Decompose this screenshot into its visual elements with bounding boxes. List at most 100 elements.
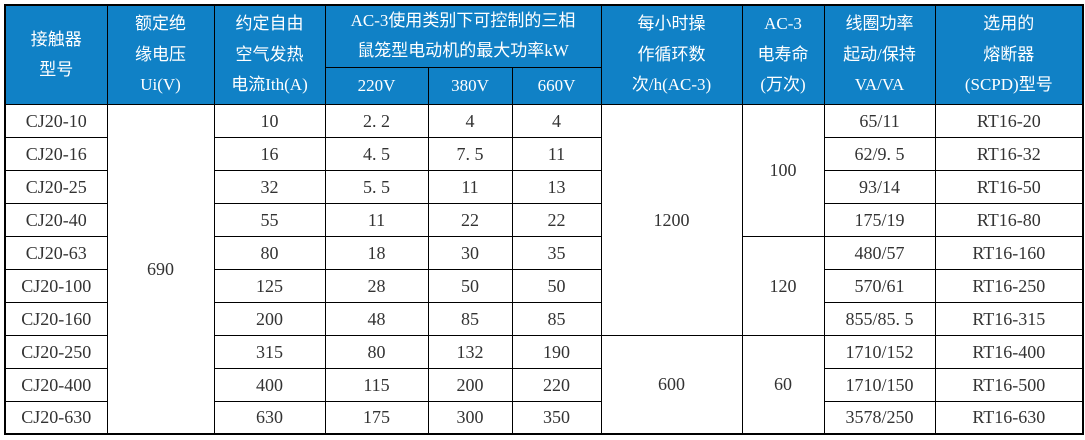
- model-cell: CJ20-40: [4, 202, 108, 237]
- thermal-current-cell: 200: [213, 301, 326, 336]
- power-660v-cell: 11: [511, 136, 602, 171]
- thermal-current-cell: 630: [213, 400, 326, 435]
- power-380v-cell: 11: [427, 169, 513, 204]
- power-220v-cell: 18: [324, 235, 429, 270]
- contactor-spec-table: 接触器 型号 额定绝 缘电压 Ui(V) 约定自由 空气发热 电流Ith(A) …: [4, 4, 1085, 435]
- cycles-per-hour-cell: 600: [600, 334, 743, 435]
- power-380v-cell: 132: [427, 334, 513, 369]
- thermal-current-cell: 400: [213, 367, 326, 402]
- coil-power-cell: 570/61: [823, 268, 936, 303]
- model-cell: CJ20-160: [4, 301, 108, 336]
- coil-power-cell: 62/9. 5: [823, 136, 936, 171]
- col-header-ac3-power-group: AC-3使用类别下可控制的三相 鼠笼型电动机的最大功率kW: [324, 4, 602, 68]
- col-header-fuse: 选用的 熔断器 (SCPD)型号: [934, 4, 1084, 105]
- table-row: CJ20-630 630 175 300 350 3578/250 RT16-6…: [4, 400, 1084, 435]
- power-380v-cell: 85: [427, 301, 513, 336]
- col-header-cycles-per-hour: 每小时操 作循环数 次/h(AC-3): [600, 4, 743, 105]
- model-cell: CJ20-400: [4, 367, 108, 402]
- power-380v-cell: 200: [427, 367, 513, 402]
- power-660v-cell: 350: [511, 400, 602, 435]
- coil-power-cell: 855/85. 5: [823, 301, 936, 336]
- fuse-cell: RT16-630: [934, 400, 1084, 435]
- power-380v-cell: 7. 5: [427, 136, 513, 171]
- fuse-cell: RT16-32: [934, 136, 1084, 171]
- fuse-cell: RT16-400: [934, 334, 1084, 369]
- coil-power-cell: 93/14: [823, 169, 936, 204]
- fuse-cell: RT16-50: [934, 169, 1084, 204]
- header-row-sub: 220V 380V 660V: [5, 66, 1083, 105]
- power-660v-cell: 13: [511, 169, 602, 204]
- coil-power-cell: 480/57: [823, 235, 936, 270]
- power-660v-cell: 50: [511, 268, 602, 303]
- power-380v-cell: 300: [427, 400, 513, 435]
- power-380v-cell: 50: [427, 268, 513, 303]
- power-660v-cell: 4: [511, 103, 602, 138]
- power-220v-cell: 5. 5: [324, 169, 429, 204]
- table-row: CJ20-16 16 4. 5 7. 5 11 62/9. 5 RT16-32: [4, 136, 1084, 171]
- power-660v-cell: 35: [511, 235, 602, 270]
- power-380v-cell: 30: [427, 235, 513, 270]
- power-380v-cell: 22: [427, 202, 513, 237]
- table-row: CJ20-250 315 80 132 190 600 60 1710/152 …: [4, 334, 1084, 435]
- coil-power-cell: 3578/250: [823, 400, 936, 435]
- power-220v-cell: 4. 5: [324, 136, 429, 171]
- model-cell: CJ20-250: [4, 334, 108, 369]
- fuse-cell: RT16-250: [934, 268, 1084, 303]
- thermal-current-cell: 125: [213, 268, 326, 303]
- table-row: CJ20-400 400 115 200 220 1710/150 RT16-5…: [4, 367, 1084, 402]
- table-row: CJ20-25 32 5. 5 11 13 93/14 RT16-50: [4, 169, 1084, 204]
- rated-insulation-voltage-cell: 690: [106, 103, 215, 435]
- thermal-current-cell: 80: [213, 235, 326, 270]
- power-220v-cell: 175: [324, 400, 429, 435]
- model-cell: CJ20-630: [4, 400, 108, 435]
- table-header: 接触器 型号 额定绝 缘电压 Ui(V) 约定自由 空气发热 电流Ith(A) …: [4, 4, 1084, 105]
- power-220v-cell: 2. 2: [324, 103, 429, 138]
- fuse-cell: RT16-500: [934, 367, 1084, 402]
- model-cell: CJ20-16: [4, 136, 108, 171]
- col-header-coil-power: 线圈功率 起动/保持 VA/VA: [823, 4, 936, 105]
- power-220v-cell: 115: [324, 367, 429, 402]
- cycles-per-hour-cell: 1200: [600, 103, 743, 336]
- contactor-spec-table-container: 接触器 型号 额定绝 缘电压 Ui(V) 约定自由 空气发热 电流Ith(A) …: [4, 4, 1085, 435]
- power-660v-cell: 190: [511, 334, 602, 369]
- power-380v-cell: 4: [427, 103, 513, 138]
- thermal-current-cell: 32: [213, 169, 326, 204]
- table-row: CJ20-100 125 28 50 50 570/61 RT16-250: [4, 268, 1084, 303]
- thermal-current-cell: 10: [213, 103, 326, 138]
- fuse-cell: RT16-160: [934, 235, 1084, 270]
- model-cell: CJ20-10: [4, 103, 108, 138]
- thermal-current-cell: 55: [213, 202, 326, 237]
- col-header-380v: 380V: [427, 66, 513, 105]
- col-header-electrical-life: AC-3 电寿命 (万次): [741, 4, 825, 105]
- col-header-220v: 220V: [324, 66, 429, 105]
- power-220v-cell: 11: [324, 202, 429, 237]
- col-header-rated-insulation-voltage: 额定绝 缘电压 Ui(V): [106, 4, 215, 105]
- power-660v-cell: 220: [511, 367, 602, 402]
- col-header-thermal-current: 约定自由 空气发热 电流Ith(A): [213, 4, 326, 105]
- power-220v-cell: 80: [324, 334, 429, 369]
- thermal-current-cell: 315: [213, 334, 326, 369]
- coil-power-cell: 1710/150: [823, 367, 936, 402]
- header-row-main: 接触器 型号 额定绝 缘电压 Ui(V) 约定自由 空气发热 电流Ith(A) …: [4, 4, 1084, 105]
- col-header-660v: 660V: [511, 66, 602, 105]
- power-660v-cell: 22: [511, 202, 602, 237]
- electrical-life-cell: 100: [741, 103, 825, 237]
- table-row: CJ20-10 690 10 2. 2 4 4 1200 100 65/11 R…: [4, 103, 1084, 435]
- electrical-life-cell: 60: [741, 334, 825, 435]
- power-660v-cell: 85: [511, 301, 602, 336]
- fuse-cell: RT16-20: [934, 103, 1084, 138]
- electrical-life-cell: 120: [741, 235, 825, 336]
- fuse-cell: RT16-80: [934, 202, 1084, 237]
- fuse-cell: RT16-315: [934, 301, 1084, 336]
- coil-power-cell: 175/19: [823, 202, 936, 237]
- thermal-current-cell: 16: [213, 136, 326, 171]
- power-220v-cell: 28: [324, 268, 429, 303]
- table-row: CJ20-40 55 11 22 22 175/19 RT16-80: [4, 202, 1084, 237]
- col-header-model: 接触器 型号: [4, 4, 108, 105]
- coil-power-cell: 1710/152: [823, 334, 936, 369]
- model-cell: CJ20-25: [4, 169, 108, 204]
- power-220v-cell: 48: [324, 301, 429, 336]
- model-cell: CJ20-63: [4, 235, 108, 270]
- table-body: CJ20-10 690 10 2. 2 4 4 1200 100 65/11 R…: [4, 103, 1084, 435]
- coil-power-cell: 65/11: [823, 103, 936, 138]
